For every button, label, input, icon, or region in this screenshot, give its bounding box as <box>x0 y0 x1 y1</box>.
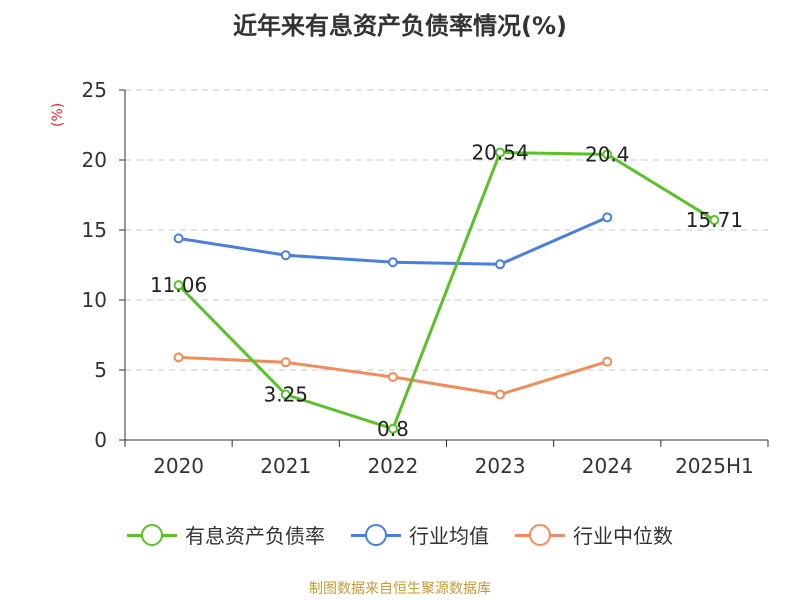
data-point <box>173 352 184 363</box>
data-label: 0.8 <box>377 417 409 441</box>
data-source-note: 制图数据来自恒生聚源数据库 <box>309 581 491 597</box>
data-label: 15.71 <box>686 208 743 232</box>
data-point <box>495 259 506 270</box>
data-label: 3.25 <box>263 383 308 407</box>
data-point <box>173 280 184 291</box>
data-point <box>387 372 398 382</box>
data-point <box>602 212 613 223</box>
legend-label: 有息资产负债率 <box>185 524 325 548</box>
data-label: 20.54 <box>471 140 528 164</box>
data-label: 20.4 <box>585 142 630 166</box>
x-tick-label: 2023 <box>475 454 526 478</box>
data-label: 11.06 <box>150 273 207 297</box>
x-tick-label: 2021 <box>260 454 311 478</box>
data-point <box>602 149 613 160</box>
y-tick-label: 5 <box>94 358 107 382</box>
x-tick-label: 2020 <box>153 454 204 478</box>
x-tick-label: 2022 <box>367 454 418 478</box>
legend-item-interest-debt-ratio[interactable]: 有息资产负债率 <box>127 520 325 549</box>
data-point <box>280 357 291 368</box>
x-tick-label: 2024 <box>582 454 633 478</box>
data-point <box>602 356 613 367</box>
y-tick-label: 20 <box>82 148 107 172</box>
legend-marker-orange <box>515 523 565 547</box>
data-point <box>173 233 184 244</box>
legend-label: 行业均值 <box>409 524 489 548</box>
legend: 有息资产负债率 行业均值 行业中位数 <box>0 520 800 549</box>
legend-label: 行业中位数 <box>573 524 673 548</box>
data-point <box>280 250 291 261</box>
data-point <box>495 389 506 400</box>
data-point <box>709 215 720 226</box>
series-line <box>177 150 716 431</box>
y-tick-label: 25 <box>82 78 107 102</box>
data-point <box>280 389 291 400</box>
data-point <box>387 257 398 268</box>
y-tick-label: 0 <box>94 428 107 452</box>
y-tick-label: 10 <box>82 288 107 312</box>
legend-item-industry-mean[interactable]: 行业均值 <box>351 520 489 549</box>
legend-item-industry-median[interactable]: 行业中位数 <box>515 520 673 549</box>
y-tick-label: 15 <box>82 218 107 242</box>
legend-marker-green <box>127 523 177 547</box>
legend-marker-blue <box>351 523 401 547</box>
data-point <box>495 147 506 158</box>
x-tick-label: 2025H1 <box>675 454 754 478</box>
chart-title: 近年来有息资产负债率情况(%) <box>233 12 567 40</box>
data-point <box>387 423 398 434</box>
